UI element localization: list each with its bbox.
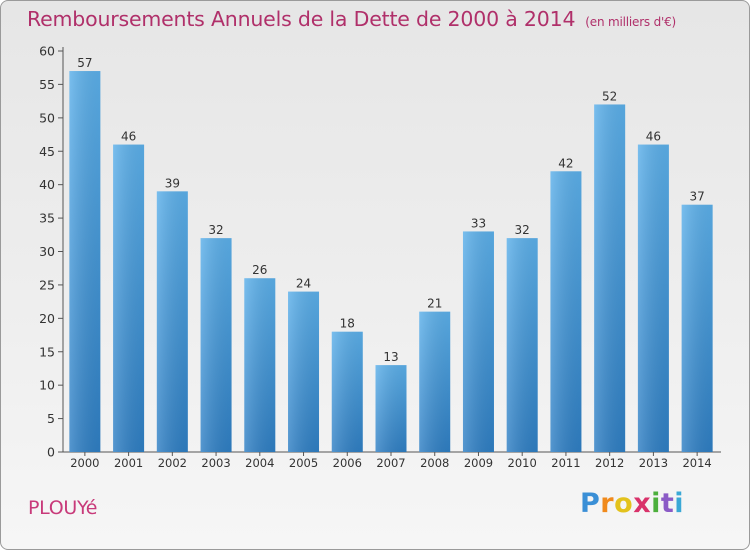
logo-letter: t	[660, 488, 675, 519]
logo-letter: i	[674, 488, 685, 519]
data-label: 32	[208, 223, 223, 237]
x-tick-label: 2010	[508, 456, 537, 470]
y-tick-label: 10	[39, 378, 55, 393]
bar-shade	[594, 104, 626, 452]
y-tick-label: 35	[39, 211, 55, 226]
town-name: PLOUYé	[28, 497, 98, 519]
x-tick-label: 2014	[682, 456, 711, 470]
logo-letter: r	[600, 488, 615, 519]
bar-shade	[681, 204, 713, 452]
logo-letter: x	[633, 488, 652, 519]
bar-shade	[375, 365, 407, 452]
y-tick-label: 55	[39, 77, 55, 92]
y-tick-label: 40	[39, 177, 55, 192]
x-tick-label: 2002	[158, 456, 187, 470]
data-label: 42	[558, 156, 573, 170]
bar-shade	[550, 171, 582, 453]
x-tick-label: 2009	[464, 456, 493, 470]
x-tick-label: 2005	[289, 456, 318, 470]
bar-shade	[462, 231, 494, 452]
x-tick-label: 2007	[376, 456, 405, 470]
data-label: 24	[296, 277, 311, 291]
x-tick-label: 2012	[595, 456, 624, 470]
data-label: 39	[165, 176, 180, 190]
data-label: 13	[383, 350, 398, 364]
y-tick-label: 0	[47, 445, 55, 460]
chart-title: Remboursements Annuels de la Dette de 20…	[27, 7, 676, 31]
data-label: 26	[252, 263, 267, 277]
x-tick-label: 2004	[245, 456, 274, 470]
bar-shade	[288, 291, 320, 452]
bar-shade	[113, 144, 145, 453]
y-tick-label: 60	[39, 44, 55, 59]
bar-shade	[637, 144, 669, 453]
data-label: 46	[646, 130, 661, 144]
y-tick-label: 25	[39, 277, 55, 292]
y-tick-label: 20	[39, 311, 55, 326]
bar-shade	[506, 238, 538, 452]
data-label: 21	[427, 297, 442, 311]
bar-shade	[200, 238, 232, 452]
x-tick-label: 2003	[201, 456, 230, 470]
data-label: 37	[689, 190, 704, 204]
logo-letter: P	[580, 488, 601, 519]
x-tick-label: 2000	[70, 456, 99, 470]
x-tick-label: 2008	[420, 456, 449, 470]
y-tick-label: 5	[47, 411, 55, 426]
logo-letter: i	[651, 488, 661, 519]
y-axis: 0 5 10 15 20 25 30 35 40 45 50 55 60	[39, 44, 64, 460]
y-tick-label: 45	[39, 144, 55, 159]
x-tick-label: 2013	[639, 456, 668, 470]
data-label: 32	[515, 223, 530, 237]
data-label: 52	[602, 89, 617, 103]
y-tick-label: 15	[39, 344, 55, 359]
data-labels: 57 46 39 32 26 24 18 13 21 33 32 42 52 46 37	[77, 56, 705, 364]
data-label: 46	[121, 130, 136, 144]
bar-shade	[156, 191, 188, 452]
chart-title-text: Remboursements Annuels de la Dette de 20…	[27, 7, 576, 31]
data-label: 57	[77, 56, 92, 70]
bar-shade	[244, 278, 276, 452]
data-label: 33	[471, 216, 486, 230]
bars	[69, 71, 713, 453]
chart-subtitle: (en milliers d'€)	[585, 15, 677, 29]
x-tick-label: 2011	[551, 456, 580, 470]
y-tick-label: 30	[39, 244, 55, 259]
bar-shade	[69, 71, 101, 453]
y-tick-label: 50	[39, 110, 55, 125]
x-tick-label: 2001	[114, 456, 143, 470]
proxiti-logo[interactable]: Proxiti	[580, 488, 684, 519]
bar-shade	[331, 331, 363, 452]
logo-letter: o	[614, 488, 634, 519]
x-tick-label: 2006	[333, 456, 362, 470]
x-axis: 2000 2001 2002 2003 2004 2005 2006 2007 2008 2009…	[63, 451, 721, 470]
data-label: 18	[340, 317, 355, 331]
bar-shade	[419, 311, 451, 452]
